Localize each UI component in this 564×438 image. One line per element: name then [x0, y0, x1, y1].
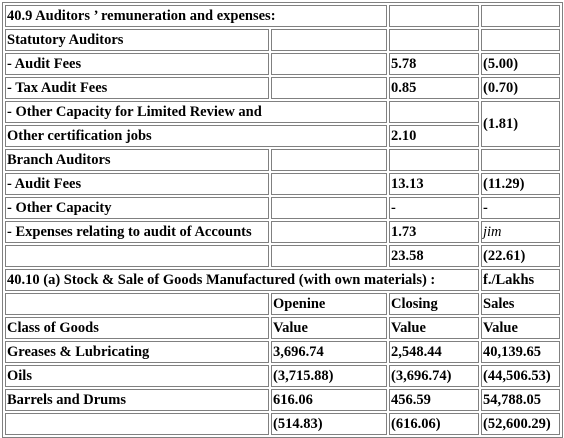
goods-class: Greases & Lubricating	[5, 341, 269, 363]
table-row: - Tax Audit Fees 0.85 (0.70)	[5, 77, 560, 99]
opening-value: 616.06	[271, 389, 387, 411]
column-subheader: Value	[389, 317, 479, 339]
table-row: - Audit Fees 5.78 (5.00)	[5, 53, 560, 75]
row-label: - Other Capacity for Limited Review and	[5, 101, 387, 123]
goods-class: Barrels and Drums	[5, 389, 269, 411]
table-row: Greases & Lubricating 3,696.74 2,548.44 …	[5, 341, 560, 363]
total-previous: (22.61)	[481, 245, 560, 267]
goods-class: Oils	[5, 365, 269, 387]
opening-value: (514.83)	[271, 413, 387, 435]
sales-value: (44,506.53)	[481, 365, 560, 387]
table-row: - Other Capacity - -	[5, 197, 560, 219]
column-header-closing: Closing	[389, 293, 479, 315]
column-subheader: Value	[481, 317, 560, 339]
table-row: 40.9 Auditors ’ remuneration and expense…	[5, 5, 560, 27]
section-title-auditors: 40.9 Auditors ’ remuneration and expense…	[5, 5, 387, 27]
row-label: - Audit Fees	[5, 173, 269, 195]
opening-value: 3,696.74	[271, 341, 387, 363]
table-row: Class of Goods Value Value Value	[5, 317, 560, 339]
closing-value: (3,696.74)	[389, 365, 479, 387]
table-row: 40.10 (a) Stock & Sale of Goods Manufact…	[5, 269, 560, 291]
table-row: (514.83) (616.06) (52,600.29)	[5, 413, 560, 435]
row-label: - Tax Audit Fees	[5, 77, 269, 99]
column-header-opening: Openine	[271, 293, 387, 315]
closing-value: 456.59	[389, 389, 479, 411]
sales-value: (52,600.29)	[481, 413, 560, 435]
table-row: - Other Capacity for Limited Review and …	[5, 101, 560, 147]
row-label: - Audit Fees	[5, 53, 269, 75]
total-current: 23.58	[389, 245, 479, 267]
column-subheader: Value	[271, 317, 387, 339]
previous-year-value: -	[481, 197, 560, 219]
closing-value: 2,548.44	[389, 341, 479, 363]
table-row: Branch Auditors	[5, 149, 560, 171]
row-label: - Expenses relating to audit of Accounts	[5, 221, 269, 243]
opening-value: (3,715.88)	[271, 365, 387, 387]
table-row: Other certification jobs 2.10	[5, 125, 560, 147]
column-header-class: Class of Goods	[5, 317, 269, 339]
row-label: Statutory Auditors	[5, 29, 269, 51]
previous-year-value: (1.81)	[481, 101, 560, 147]
current-year-value: 13.13	[389, 173, 479, 195]
current-year-value: 1.73	[389, 221, 479, 243]
table-row: Openine Closing Sales	[5, 293, 560, 315]
previous-year-value: jim	[481, 221, 560, 243]
sales-value: 54,788.05	[481, 389, 560, 411]
table-row: Statutory Auditors	[5, 29, 560, 51]
unit-label: f./Lakhs	[481, 269, 560, 291]
previous-year-value: (0.70)	[481, 77, 560, 99]
table-row: Barrels and Drums 616.06 456.59 54,788.0…	[5, 389, 560, 411]
row-label-continued: Other certification jobs	[5, 125, 387, 147]
current-year-value: 0.85	[389, 77, 479, 99]
previous-year-value: (11.29)	[481, 173, 560, 195]
current-year-value: 2.10	[389, 125, 479, 147]
goods-class	[5, 413, 269, 435]
current-year-value: -	[389, 197, 479, 219]
closing-value: (616.06)	[389, 413, 479, 435]
section-title-stock: 40.10 (a) Stock & Sale of Goods Manufact…	[5, 269, 479, 291]
previous-year-value: (5.00)	[481, 53, 560, 75]
sales-value: 40,139.65	[481, 341, 560, 363]
row-label: - Other Capacity	[5, 197, 269, 219]
table-row: 23.58 (22.61)	[5, 245, 560, 267]
table-row: - Expenses relating to audit of Accounts…	[5, 221, 560, 243]
row-label: Branch Auditors	[5, 149, 269, 171]
current-year-value: 5.78	[389, 53, 479, 75]
column-header-sales: Sales	[481, 293, 560, 315]
table-row: - Audit Fees 13.13 (11.29)	[5, 173, 560, 195]
table-row: Oils (3,715.88) (3,696.74) (44,506.53)	[5, 365, 560, 387]
